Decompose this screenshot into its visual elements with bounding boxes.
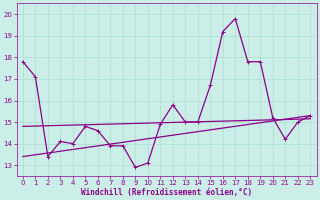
X-axis label: Windchill (Refroidissement éolien,°C): Windchill (Refroidissement éolien,°C) xyxy=(81,188,252,197)
